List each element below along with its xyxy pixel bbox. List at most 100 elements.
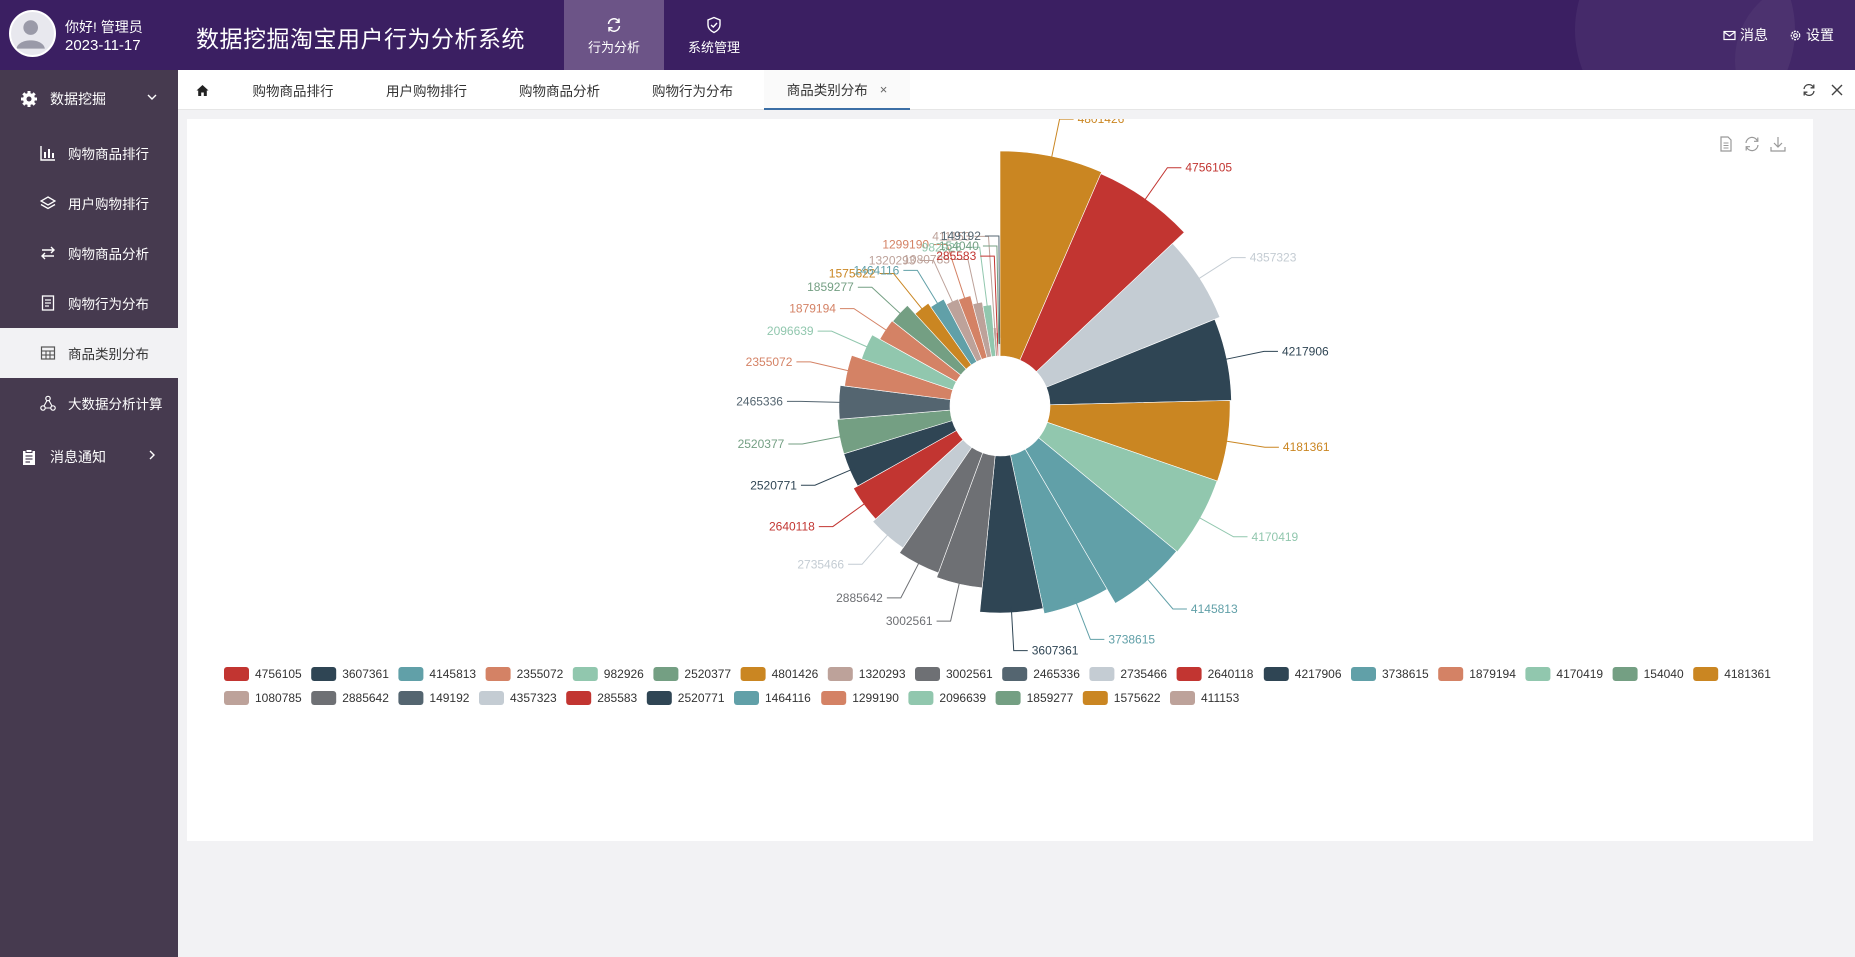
legend-item[interactable]: 2096639: [908, 691, 986, 705]
download-icon[interactable]: [1769, 135, 1787, 153]
rose-slice[interactable]: [982, 304, 997, 358]
legend-item[interactable]: 1464116: [734, 691, 811, 705]
legend-item[interactable]: 411153: [1170, 691, 1240, 705]
rose-slice[interactable]: [979, 454, 1044, 614]
tab-label: 用户购物排行: [386, 84, 467, 99]
settings-link[interactable]: 设置: [1789, 25, 1834, 45]
close-icon[interactable]: [1829, 82, 1845, 98]
avatar[interactable]: [9, 10, 56, 57]
rose-slice[interactable]: [958, 295, 988, 360]
restore-icon[interactable]: [1743, 135, 1761, 153]
rose-slice-label: 3002561: [886, 614, 933, 628]
legend-item[interactable]: 285583: [566, 691, 638, 705]
legend-item[interactable]: 1320293: [827, 667, 906, 681]
rose-slice[interactable]: [1046, 400, 1231, 482]
legend-label: 2355072: [517, 667, 564, 681]
legend-item[interactable]: 3738615: [1351, 667, 1429, 681]
legend-label: 2520377: [684, 667, 731, 681]
legend-item[interactable]: 4801426: [740, 667, 819, 681]
rose-slice[interactable]: [838, 385, 951, 420]
sidebar-item-big-data-computation[interactable]: 大数据分析计算: [0, 378, 178, 428]
sidebar-item-product-ranking[interactable]: 购物商品排行: [0, 128, 178, 178]
legend-label: 4181361: [1724, 667, 1771, 681]
top-menu-system-management[interactable]: 系统管理: [664, 0, 764, 70]
tab-home[interactable]: [178, 70, 226, 110]
tab-product-analysis[interactable]: 购物商品分析: [493, 70, 626, 110]
rose-slice[interactable]: [1038, 421, 1218, 553]
rose-label-line: [982, 245, 1000, 344]
sidebar-item-category-distribution[interactable]: 商品类别分布: [0, 328, 178, 378]
data-view-icon[interactable]: [1717, 135, 1735, 153]
legend-swatch: [485, 667, 511, 681]
sidebar-item-behavior-distribution[interactable]: 购物行为分布: [0, 278, 178, 328]
legend-label: 1464116: [765, 691, 811, 705]
legend-item[interactable]: 2520771: [646, 691, 725, 705]
legend-item[interactable]: 4756105: [224, 667, 302, 681]
tab-behavior-distribution[interactable]: 购物行为分布: [626, 70, 759, 110]
tab-category-distribution[interactable]: 商品类别分布 ×: [764, 70, 910, 110]
rose-slice[interactable]: [945, 298, 983, 363]
legend-label: 2465336: [1033, 667, 1080, 681]
legend-item[interactable]: 1859277: [995, 691, 1074, 705]
legend-item[interactable]: 2520377: [653, 667, 731, 681]
legend-item[interactable]: 1299190: [821, 691, 899, 705]
legend-swatch: [827, 667, 853, 681]
rose-slice[interactable]: [861, 334, 957, 391]
rose-slice[interactable]: [853, 430, 964, 520]
legend-swatch: [479, 691, 504, 705]
legend-item[interactable]: 4181361: [1693, 667, 1771, 681]
legend-item[interactable]: 4357323: [479, 691, 557, 705]
legend-item[interactable]: 2465336: [1002, 667, 1080, 681]
legend-item[interactable]: 1575622: [1082, 691, 1161, 705]
legend-item[interactable]: 1080785: [224, 691, 302, 705]
messages-link[interactable]: 消息: [1723, 25, 1768, 45]
refresh-icon[interactable]: [1801, 82, 1817, 98]
rose-slice[interactable]: [914, 302, 972, 370]
rose-slice[interactable]: [936, 452, 996, 589]
clipboard-icon: [23, 449, 35, 465]
rose-slice[interactable]: [972, 301, 992, 359]
bar-chart-icon: [40, 146, 55, 161]
chevron-down-icon: [147, 94, 157, 100]
rose-slice[interactable]: [999, 150, 1102, 361]
sidebar-group-notifications[interactable]: 消息通知: [0, 428, 178, 486]
legend-swatch: [1693, 667, 1719, 681]
legend-item[interactable]: 4145813: [398, 667, 476, 681]
legend-item[interactable]: 154040: [1612, 667, 1684, 681]
rose-slice-label: 1859277: [807, 280, 854, 294]
sidebar-group-data-mining[interactable]: 数据挖掘: [0, 70, 178, 128]
legend-item[interactable]: 2885642: [311, 691, 389, 705]
rose-slice[interactable]: [836, 409, 953, 455]
legend-swatch: [653, 667, 679, 681]
rose-slice[interactable]: [1019, 173, 1185, 373]
rose-slice[interactable]: [930, 298, 978, 366]
legend-item[interactable]: 2735466: [1089, 667, 1167, 681]
legend-item[interactable]: 3002561: [915, 667, 993, 681]
legend-item[interactable]: 4170419: [1525, 667, 1603, 681]
legend-item[interactable]: 1879194: [1438, 667, 1516, 681]
tab-user-ranking[interactable]: 用户购物排行: [360, 70, 493, 110]
greeting-text: 你好! 管理员: [65, 19, 143, 35]
legend-item[interactable]: 4217906: [1263, 667, 1342, 681]
rose-slice[interactable]: [899, 446, 984, 574]
rose-slice[interactable]: [1024, 437, 1178, 604]
sidebar-item-product-analysis[interactable]: 购物商品分析: [0, 228, 178, 278]
tab-product-ranking[interactable]: 购物商品排行: [226, 70, 360, 110]
rose-slice[interactable]: [1035, 242, 1221, 388]
rose-slice[interactable]: [892, 304, 967, 376]
legend-item[interactable]: 2640118: [1176, 667, 1254, 681]
legend-item[interactable]: 982926: [572, 667, 644, 681]
rose-slice[interactable]: [1045, 318, 1232, 406]
rose-slice[interactable]: [844, 355, 954, 400]
rose-slice[interactable]: [879, 320, 962, 383]
sidebar-item-user-ranking[interactable]: 用户购物排行: [0, 178, 178, 228]
rose-label-line: [933, 243, 967, 304]
rose-slice[interactable]: [992, 327, 998, 357]
legend-item[interactable]: 149192: [398, 691, 470, 705]
rose-slice[interactable]: [872, 439, 973, 549]
top-menu-behavior-analysis[interactable]: 行为分析: [564, 0, 664, 70]
legend-item[interactable]: 3607361: [311, 667, 389, 681]
legend-item[interactable]: 2355072: [485, 667, 564, 681]
tab-close-icon[interactable]: ×: [879, 81, 888, 97]
rose-slice[interactable]: [1010, 448, 1108, 614]
